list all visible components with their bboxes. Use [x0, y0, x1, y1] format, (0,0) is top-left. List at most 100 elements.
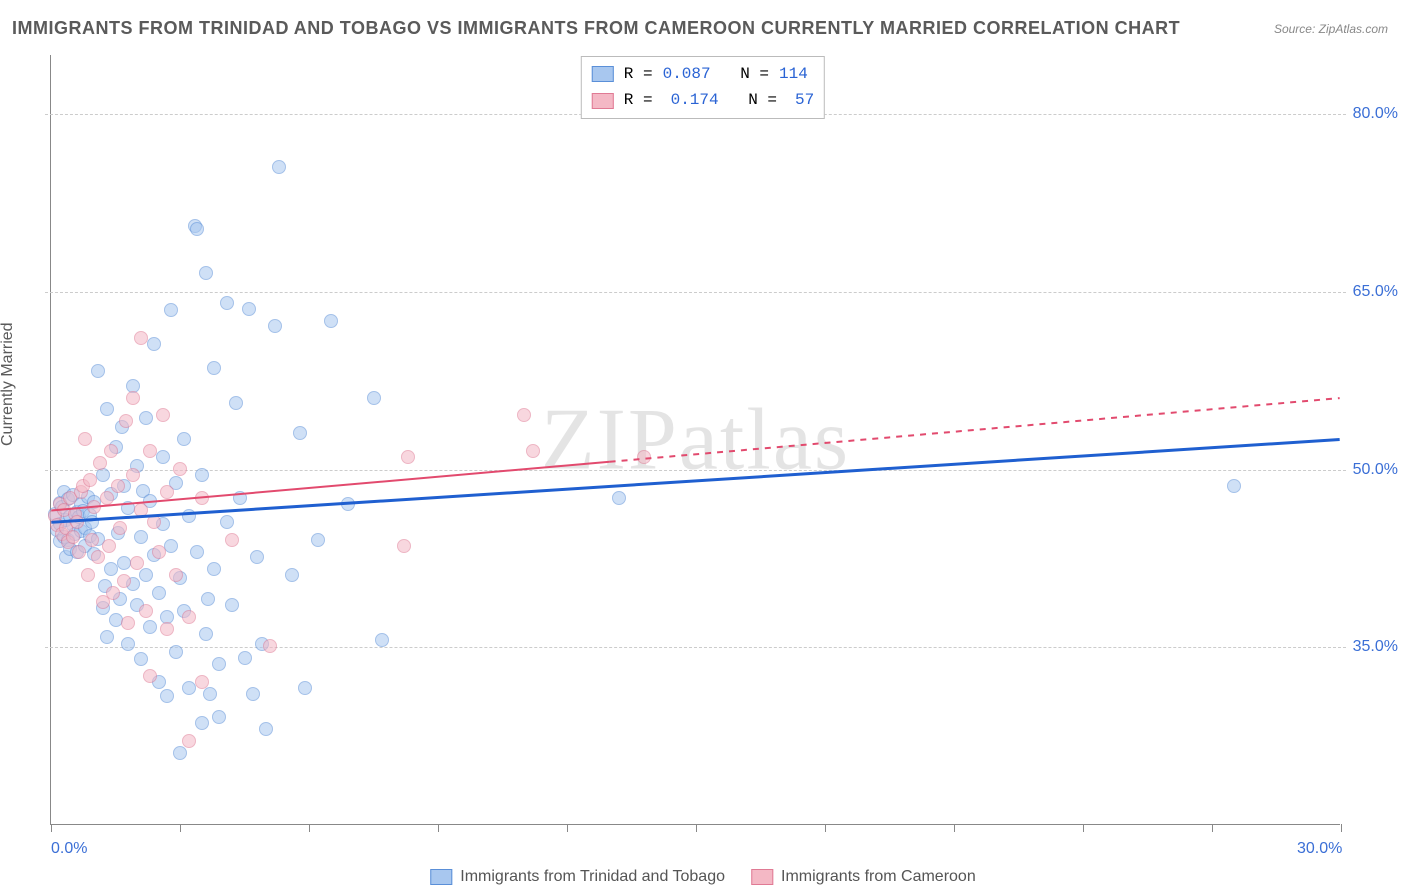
legend-item-a: Immigrants from Trinidad and Tobago	[430, 868, 725, 886]
data-point-B	[637, 450, 651, 464]
data-point-B	[169, 568, 183, 582]
data-point-B	[143, 669, 157, 683]
data-point-A	[152, 586, 166, 600]
trend-lines-layer	[51, 55, 1340, 824]
data-point-A	[104, 562, 118, 576]
n-label: N =	[740, 61, 769, 87]
data-point-A	[220, 515, 234, 529]
data-point-B	[119, 414, 133, 428]
source-label: Source: ZipAtlas.com	[1274, 22, 1388, 36]
data-point-B	[517, 408, 531, 422]
data-point-A	[250, 550, 264, 564]
x-tick	[1083, 824, 1084, 832]
grid-line	[45, 647, 1346, 648]
data-point-B	[106, 586, 120, 600]
data-point-A	[285, 568, 299, 582]
data-point-A	[203, 687, 217, 701]
n-value-b: 57	[787, 87, 814, 113]
data-point-A	[341, 497, 355, 511]
y-tick-label: 35.0%	[1353, 638, 1398, 656]
data-point-A	[268, 319, 282, 333]
data-point-B	[117, 574, 131, 588]
n-label: N =	[748, 87, 777, 113]
data-point-A	[190, 222, 204, 236]
x-tick	[954, 824, 955, 832]
data-point-A	[139, 411, 153, 425]
data-point-A	[121, 501, 135, 515]
data-point-A	[139, 568, 153, 582]
data-point-A	[220, 296, 234, 310]
x-tick	[438, 824, 439, 832]
data-point-A	[259, 722, 273, 736]
r-label: R =	[624, 87, 653, 113]
x-tick	[1212, 824, 1213, 832]
data-point-A	[225, 598, 239, 612]
data-point-A	[182, 509, 196, 523]
data-point-B	[173, 462, 187, 476]
legend-item-b: Immigrants from Cameroon	[751, 868, 976, 886]
data-point-A	[182, 681, 196, 695]
data-point-A	[147, 337, 161, 351]
data-point-A	[169, 645, 183, 659]
data-point-A	[177, 432, 191, 446]
data-point-B	[526, 444, 540, 458]
x-tick	[309, 824, 310, 832]
data-point-B	[397, 539, 411, 553]
data-point-B	[113, 521, 127, 535]
x-tick	[180, 824, 181, 832]
data-point-A	[190, 545, 204, 559]
data-point-B	[401, 450, 415, 464]
data-point-A	[117, 556, 131, 570]
data-point-B	[126, 468, 140, 482]
chart-title: IMMIGRANTS FROM TRINIDAD AND TOBAGO VS I…	[12, 18, 1180, 39]
swatch-b-bottom	[751, 869, 773, 885]
data-point-A	[195, 468, 209, 482]
legend-stats-row-b: R = 0.174 N = 57	[592, 87, 814, 113]
x-tick	[825, 824, 826, 832]
data-point-B	[111, 479, 125, 493]
data-point-A	[233, 491, 247, 505]
data-point-B	[87, 500, 101, 514]
data-point-A	[85, 515, 99, 529]
data-point-A	[293, 426, 307, 440]
data-point-B	[81, 568, 95, 582]
grid-line	[45, 292, 1346, 293]
r-value-b: 0.174	[663, 87, 719, 113]
x-tick-label: 0.0%	[51, 840, 87, 858]
data-point-B	[126, 391, 140, 405]
x-tick	[51, 824, 52, 832]
data-point-A	[201, 592, 215, 606]
data-point-B	[130, 556, 144, 570]
data-point-B	[263, 639, 277, 653]
n-value-a: 114	[779, 61, 808, 87]
data-point-A	[134, 530, 148, 544]
y-tick-label: 65.0%	[1353, 283, 1398, 301]
r-value-a: 0.087	[663, 61, 711, 87]
data-point-B	[134, 331, 148, 345]
data-point-A	[199, 627, 213, 641]
data-point-A	[100, 630, 114, 644]
series-a-name: Immigrants from Trinidad and Tobago	[460, 868, 725, 886]
x-tick	[696, 824, 697, 832]
data-point-B	[147, 515, 161, 529]
data-point-A	[612, 491, 626, 505]
swatch-a-bottom	[430, 869, 452, 885]
data-point-A	[195, 716, 209, 730]
data-point-B	[93, 456, 107, 470]
data-point-A	[199, 266, 213, 280]
y-axis-title: Currently Married	[0, 322, 17, 446]
data-point-B	[160, 622, 174, 636]
data-point-B	[195, 491, 209, 505]
x-tick-label: 30.0%	[1297, 840, 1342, 858]
r-label: R =	[624, 61, 653, 87]
data-point-A	[207, 361, 221, 375]
data-point-A	[121, 637, 135, 651]
data-point-A	[207, 562, 221, 576]
data-point-B	[195, 675, 209, 689]
data-point-B	[182, 610, 196, 624]
legend-series: Immigrants from Trinidad and Tobago Immi…	[430, 868, 975, 886]
data-point-A	[164, 303, 178, 317]
watermark: ZIPatlas	[541, 389, 850, 490]
data-point-B	[66, 530, 80, 544]
series-b-name: Immigrants from Cameroon	[781, 868, 976, 886]
